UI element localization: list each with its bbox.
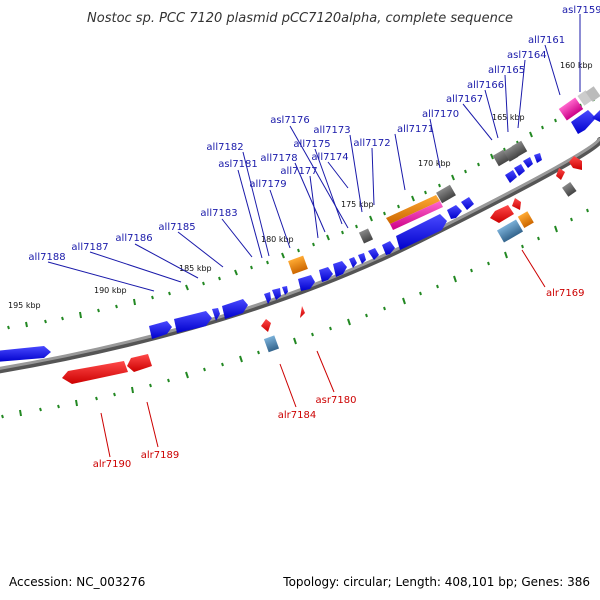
gene-arrow[interactable] bbox=[298, 275, 315, 291]
gene-box[interactable] bbox=[263, 335, 280, 353]
gene-label[interactable]: alr7190 bbox=[93, 459, 131, 470]
gene-box[interactable] bbox=[358, 228, 374, 244]
kbp-label: 185 kbp bbox=[179, 264, 212, 273]
gene-arrow[interactable] bbox=[358, 253, 366, 264]
inner-tick-track bbox=[1, 208, 589, 419]
kbp-label: 170 kbp bbox=[418, 159, 451, 168]
gene-label[interactable]: all7188 bbox=[28, 252, 65, 263]
reverse-label-leaders bbox=[100, 249, 546, 458]
summary-text: Topology: circular; Length: 408,101 bp; … bbox=[282, 575, 590, 589]
gene-label[interactable]: all7177 bbox=[280, 166, 317, 177]
gene-box[interactable] bbox=[288, 255, 308, 275]
accession-text: Accession: NC_003276 bbox=[9, 575, 145, 589]
gene-label[interactable]: asl7159 bbox=[562, 5, 600, 16]
gene-box[interactable] bbox=[436, 184, 456, 204]
gene-arrow[interactable] bbox=[512, 198, 521, 210]
gene-box[interactable] bbox=[585, 86, 600, 102]
gene-arrow[interactable] bbox=[261, 319, 271, 332]
gene-label[interactable]: all7173 bbox=[313, 125, 350, 136]
gene-arrow[interactable] bbox=[592, 110, 600, 122]
gene-label[interactable]: all7174 bbox=[311, 152, 348, 163]
gene-box[interactable] bbox=[577, 90, 593, 106]
kbp-label: 195 kbp bbox=[8, 301, 41, 310]
map-title: Nostoc sp. PCC 7120 plasmid pCC7120alpha… bbox=[87, 11, 513, 26]
gene-arrow[interactable] bbox=[149, 321, 172, 339]
gene-arrow[interactable] bbox=[174, 311, 212, 333]
gene-label[interactable]: all7167 bbox=[446, 94, 483, 105]
gene-arrow[interactable] bbox=[447, 205, 462, 219]
kbp-label: 180 kbp bbox=[261, 235, 294, 244]
reverse-strand-genes bbox=[62, 156, 582, 384]
kbp-label: 190 kbp bbox=[94, 286, 127, 295]
gene-label[interactable]: asl7164 bbox=[507, 50, 547, 61]
gene-arrow[interactable] bbox=[333, 261, 347, 277]
gene-label[interactable]: all7172 bbox=[353, 138, 390, 149]
gene-label[interactable]: all7170 bbox=[422, 109, 459, 120]
gene-box[interactable] bbox=[511, 140, 528, 157]
gene-box[interactable] bbox=[503, 146, 519, 162]
gene-arrow[interactable] bbox=[222, 299, 248, 319]
gene-arrow[interactable] bbox=[569, 156, 582, 170]
gene-label[interactable]: all7171 bbox=[397, 124, 434, 135]
gene-label[interactable]: all7161 bbox=[528, 35, 565, 46]
forward-gene-labels: asl7159 all7161 asl7164 all7165 all7166 … bbox=[28, 5, 600, 263]
kbp-label: 165 kbp bbox=[492, 113, 525, 122]
gene-arrow[interactable] bbox=[319, 267, 333, 282]
gene-arrow[interactable] bbox=[282, 286, 288, 295]
gene-arrow[interactable] bbox=[505, 170, 517, 183]
gene-label[interactable]: all7186 bbox=[115, 233, 152, 244]
gene-box[interactable] bbox=[517, 211, 534, 229]
gene-arrow[interactable] bbox=[514, 164, 525, 176]
gene-box[interactable] bbox=[562, 182, 577, 197]
gene-arrow[interactable] bbox=[0, 346, 51, 362]
gene-arrow[interactable] bbox=[272, 288, 281, 300]
gene-arrow[interactable] bbox=[382, 241, 395, 255]
gene-arrow[interactable] bbox=[523, 157, 533, 168]
gene-label[interactable]: alr7189 bbox=[141, 450, 179, 461]
gene-arrow[interactable] bbox=[349, 257, 357, 268]
reverse-gene-labels: alr7169 asr7180 alr7184 alr7189 alr7190 bbox=[93, 288, 585, 470]
gene-box[interactable] bbox=[386, 195, 440, 224]
gene-arrow[interactable] bbox=[556, 168, 565, 180]
gene-label[interactable]: asl7181 bbox=[218, 159, 258, 170]
gene-box[interactable] bbox=[492, 149, 510, 167]
gene-arrow[interactable] bbox=[396, 214, 447, 250]
gene-box[interactable] bbox=[390, 201, 443, 230]
gene-label[interactable]: all7182 bbox=[206, 142, 243, 153]
gene-arrow[interactable] bbox=[127, 354, 152, 372]
gene-label[interactable]: alr7169 bbox=[546, 288, 584, 299]
gene-label[interactable]: all7185 bbox=[158, 222, 195, 233]
gene-label[interactable]: all7183 bbox=[200, 208, 237, 219]
gene-arrow[interactable] bbox=[62, 361, 128, 384]
forward-strand-genes bbox=[0, 86, 600, 362]
gene-arrow[interactable] bbox=[571, 110, 596, 134]
gene-arrow[interactable] bbox=[212, 308, 220, 321]
gene-arrow[interactable] bbox=[534, 153, 542, 163]
gene-label[interactable]: all7187 bbox=[71, 242, 108, 253]
gene-box[interactable] bbox=[496, 219, 524, 243]
gene-label[interactable]: asl7176 bbox=[270, 115, 310, 126]
gene-box[interactable] bbox=[558, 97, 584, 121]
gene-arrow[interactable] bbox=[368, 248, 379, 260]
gene-label[interactable]: all7175 bbox=[293, 139, 330, 150]
gene-label[interactable]: all7166 bbox=[467, 80, 504, 91]
gene-arrow[interactable] bbox=[264, 292, 271, 304]
kbp-label: 160 kbp bbox=[560, 61, 593, 70]
kbp-label: 175 kbp bbox=[341, 200, 374, 209]
gene-arrow[interactable] bbox=[461, 197, 474, 210]
gene-label[interactable]: all7179 bbox=[249, 179, 286, 190]
gene-label[interactable]: asr7180 bbox=[316, 395, 357, 406]
outer-tick-track bbox=[7, 95, 595, 330]
gene-arrow[interactable] bbox=[300, 306, 305, 318]
gene-label[interactable]: all7165 bbox=[488, 65, 525, 76]
gene-label[interactable]: alr7184 bbox=[278, 410, 316, 421]
forward-label-leaders bbox=[47, 14, 581, 292]
gene-label[interactable]: all7178 bbox=[260, 153, 297, 164]
gene-arrow[interactable] bbox=[490, 205, 514, 223]
